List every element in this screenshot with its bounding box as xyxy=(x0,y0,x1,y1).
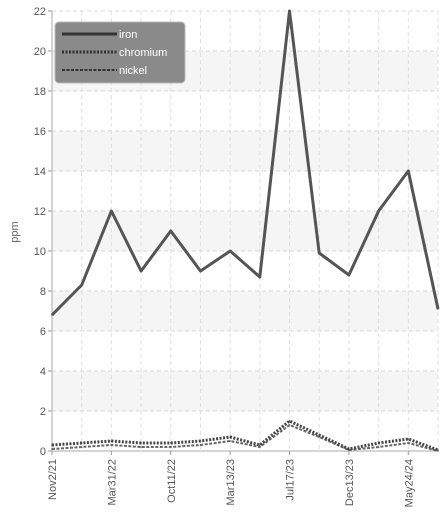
data-point-chromium xyxy=(110,440,113,442)
data-point-iron xyxy=(169,230,172,232)
data-point-iron xyxy=(199,270,202,272)
y-axis-label: ppm xyxy=(9,221,21,242)
grid-band xyxy=(52,131,438,171)
y-tick-label: 8 xyxy=(40,286,46,298)
x-tick-label: Mar13/23 xyxy=(225,459,237,505)
x-tick-label: Nov2/21 xyxy=(47,459,59,500)
data-point-chromium xyxy=(199,440,202,442)
data-point-chromium xyxy=(437,449,439,451)
x-tick-label: Dec13/23 xyxy=(344,459,356,506)
y-tick-label: 10 xyxy=(34,246,46,258)
y-tick-label: 12 xyxy=(34,206,46,218)
series-line-iron xyxy=(50,9,440,317)
data-point-iron xyxy=(140,270,142,272)
x-tick-label: May24/24 xyxy=(403,459,415,507)
series-layer xyxy=(50,9,440,452)
data-point-chromium xyxy=(318,434,321,436)
data-point-nickel xyxy=(229,440,231,442)
y-tick-label: 0 xyxy=(40,446,46,458)
data-point-iron xyxy=(348,274,350,276)
data-point-nickel xyxy=(377,446,380,448)
data-point-nickel xyxy=(80,446,83,448)
legend-label-nickel: nickel xyxy=(119,65,147,77)
data-point-iron xyxy=(288,10,291,12)
data-point-iron xyxy=(407,170,410,172)
data-point-nickel xyxy=(140,446,142,448)
series-line-nickel xyxy=(51,424,439,452)
data-point-nickel xyxy=(169,446,172,448)
x-tick-label: Jul17/23 xyxy=(285,459,297,501)
data-point-iron xyxy=(80,284,83,286)
data-point-chromium xyxy=(259,444,261,446)
data-point-iron xyxy=(437,308,439,310)
data-point-chromium xyxy=(229,436,231,438)
y-tick-label: 14 xyxy=(34,166,46,178)
y-tick-label: 18 xyxy=(34,86,46,98)
x-tick-label: Oct11/22 xyxy=(166,459,178,503)
data-point-iron xyxy=(377,210,380,212)
data-point-iron xyxy=(229,250,231,252)
data-point-nickel xyxy=(199,444,202,446)
data-point-chromium xyxy=(169,442,172,444)
data-point-nickel xyxy=(110,444,113,446)
data-point-chromium xyxy=(140,442,142,444)
data-point-chromium xyxy=(80,442,83,444)
data-point-iron xyxy=(259,276,261,278)
x-tick-label: Mar31/22 xyxy=(106,459,118,505)
y-tick-label: 6 xyxy=(40,326,46,338)
data-point-nickel xyxy=(407,442,410,444)
data-point-nickel xyxy=(51,448,53,450)
legend-label-iron: iron xyxy=(119,29,137,41)
y-tick-label: 16 xyxy=(34,126,46,138)
y-tick-label: 4 xyxy=(40,366,46,378)
legend-box xyxy=(54,21,186,84)
axis-layer: 0 2 4 6 8 10 12 14 16 18 20 22 Nov2/21 Mar31/22 Oct11/… xyxy=(34,6,438,507)
data-point-iron xyxy=(110,210,113,212)
data-point-chromium xyxy=(288,420,291,422)
grid-band xyxy=(52,291,438,331)
data-point-iron xyxy=(51,314,53,316)
data-point-chromium xyxy=(51,444,53,446)
data-point-chromium xyxy=(348,448,350,450)
y-tick-label: 22 xyxy=(34,6,46,18)
series-line-chromium xyxy=(51,419,439,452)
y-tick-label: 2 xyxy=(40,406,46,418)
data-point-chromium xyxy=(407,438,410,440)
data-point-nickel xyxy=(288,424,291,426)
data-point-iron xyxy=(318,252,321,254)
data-point-nickel xyxy=(259,446,261,448)
grid-band xyxy=(52,371,438,411)
legend-label-chromium: chromium xyxy=(119,47,167,59)
data-point-chromium xyxy=(377,442,380,444)
y-tick-label: 20 xyxy=(34,46,46,58)
legend: iron chromium nickel xyxy=(54,21,186,84)
